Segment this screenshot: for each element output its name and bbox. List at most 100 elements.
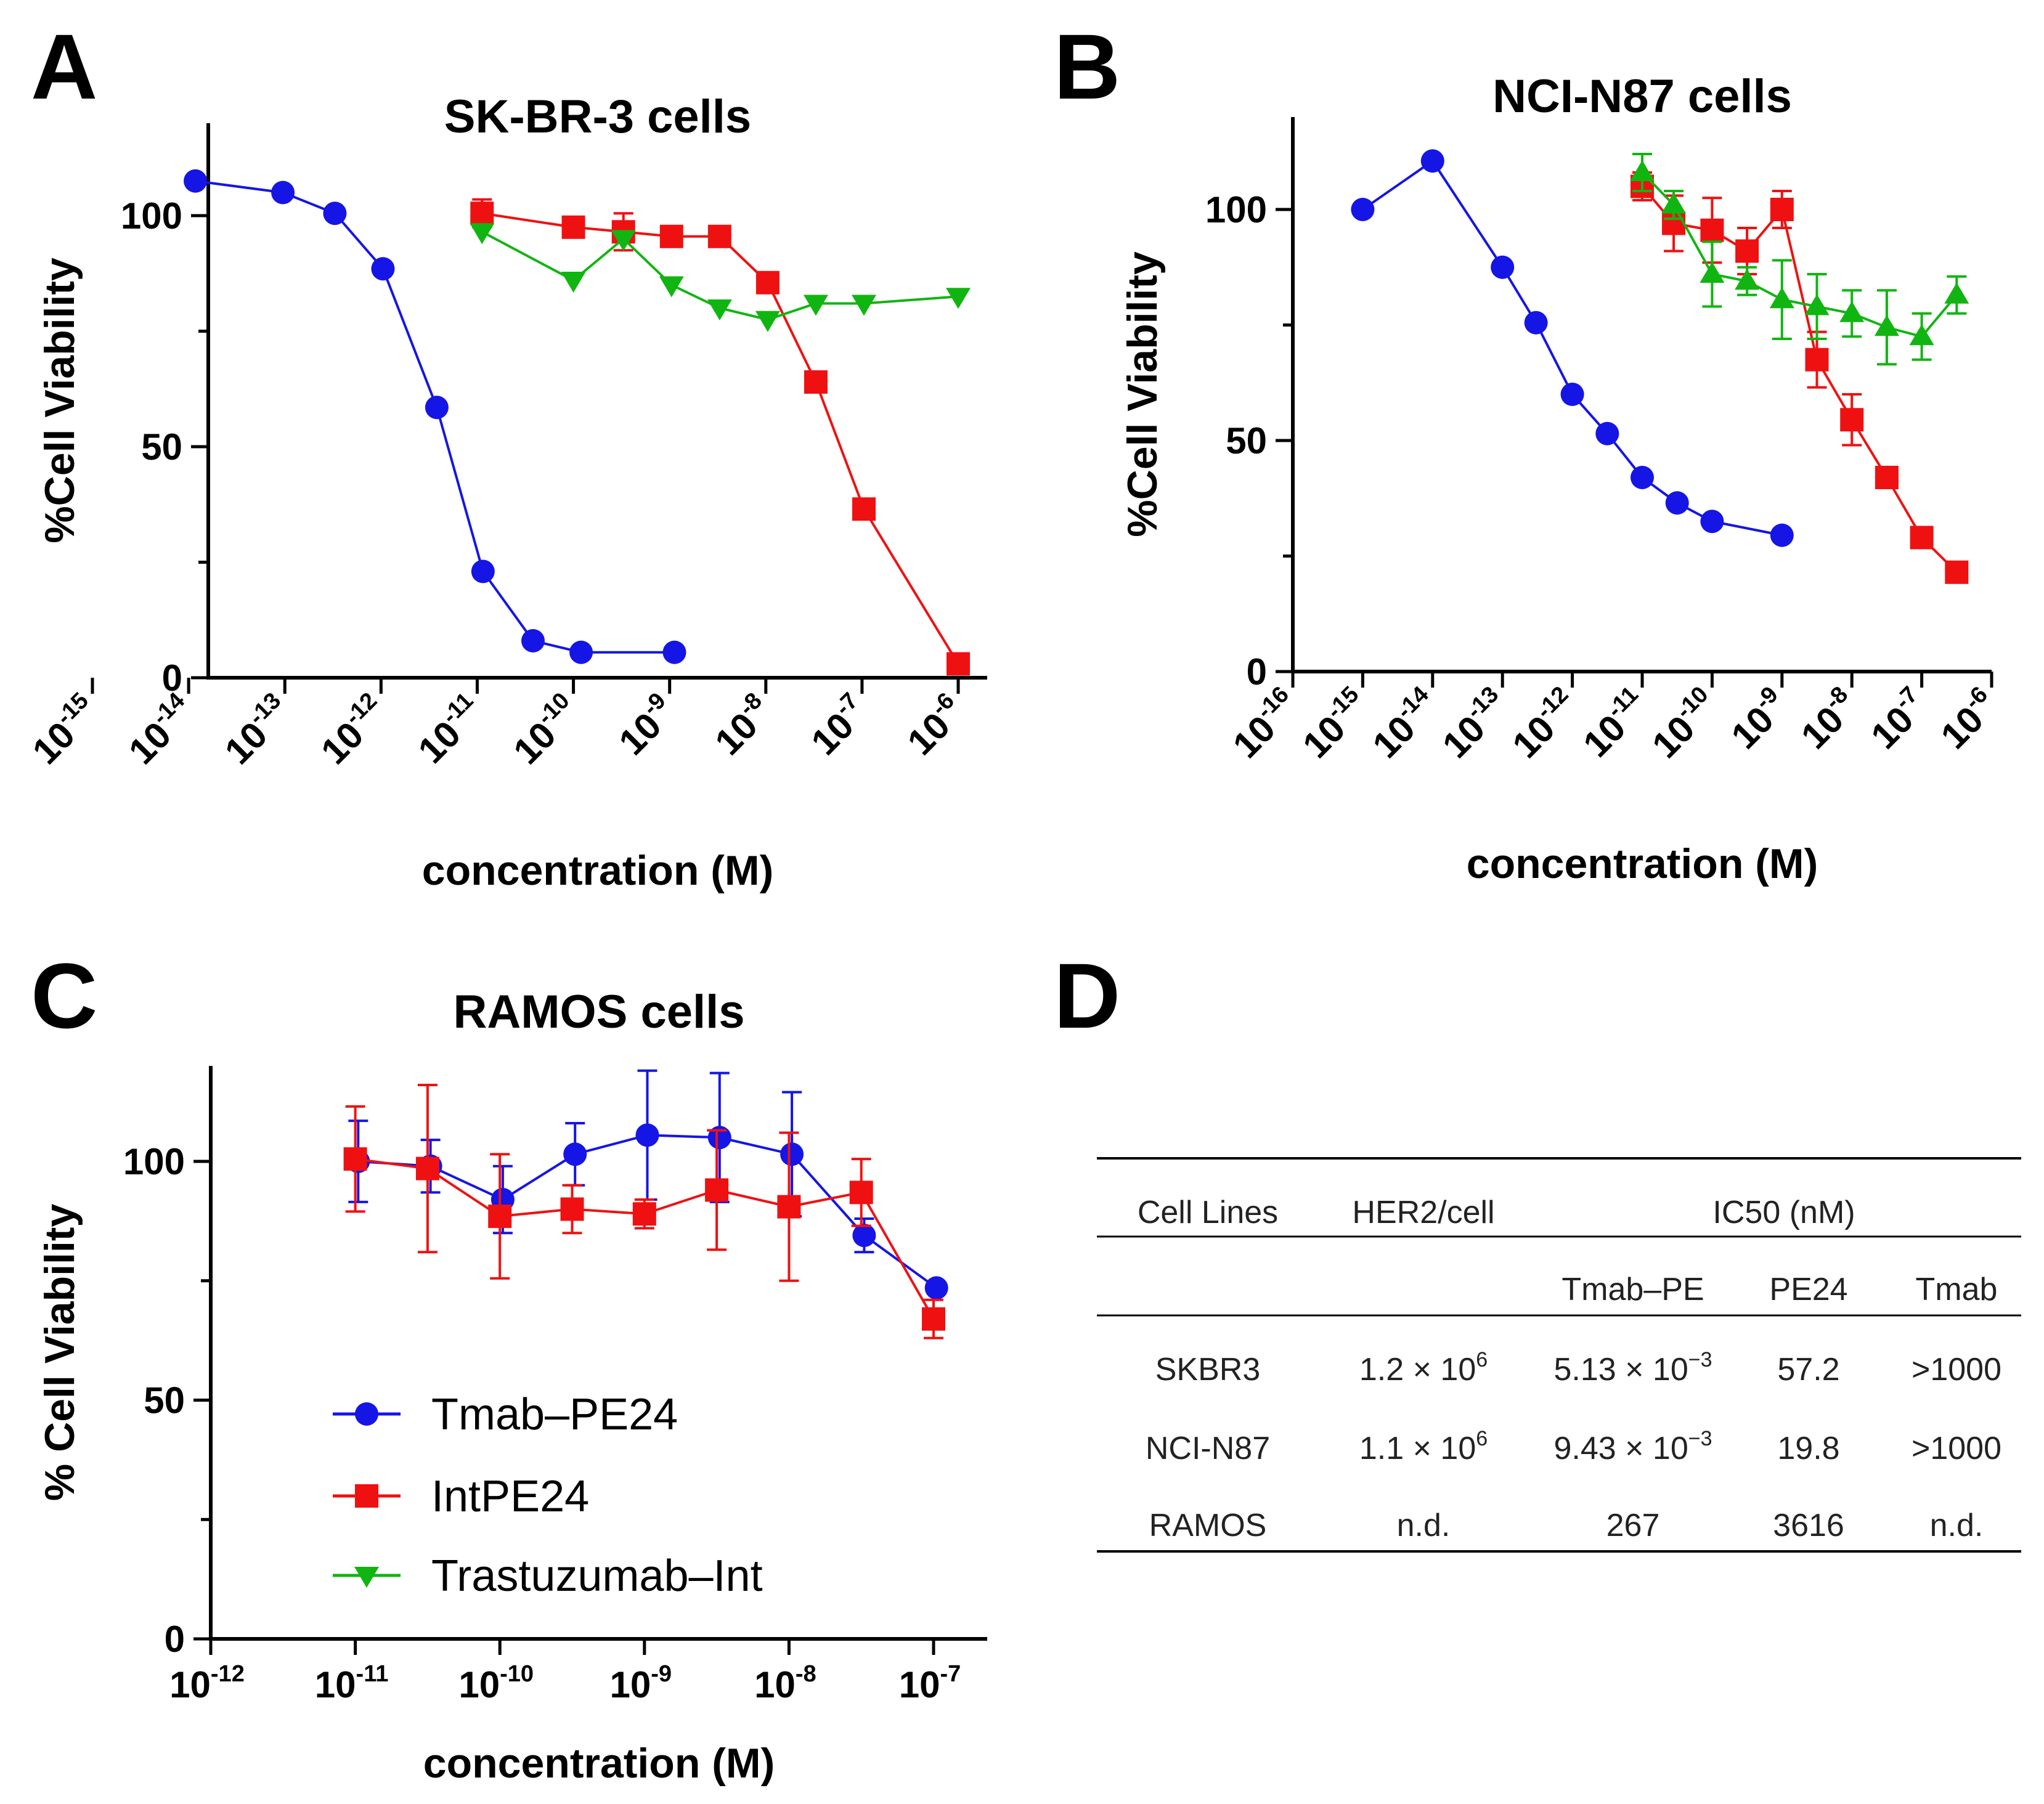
x-tick-label: 10-16 — [1223, 681, 1307, 766]
data-point — [707, 224, 731, 248]
x-tick-label: 10-10 — [503, 688, 588, 772]
y-axis-label: % Cell Viability — [36, 1204, 83, 1501]
data-point — [852, 1224, 876, 1248]
data-point — [707, 1126, 731, 1150]
data-point — [1700, 510, 1724, 534]
data-point — [1770, 523, 1794, 547]
data-point — [804, 370, 828, 394]
x-tick-label: 10-10 — [458, 1661, 534, 1705]
chart-title: RAMOS cells — [453, 986, 744, 1038]
data-point — [560, 1197, 584, 1221]
data-point — [635, 1123, 659, 1147]
data-point — [659, 276, 684, 298]
data-point — [561, 215, 585, 239]
x-tick-label: 10-9 — [610, 1661, 672, 1705]
y-tick-label: 50 — [141, 426, 182, 468]
chart-panel-b: NCI-N87 cells05010010-1610-1510-1410-131… — [1119, 70, 1993, 887]
data-point — [488, 1205, 512, 1229]
x-tick-label: 10-8 — [1791, 681, 1866, 757]
table-row: RAMOS n.d. 267 3616 n.d. — [1149, 1508, 1984, 1543]
table-row: SKBR3 1.2 × 106 5.13 × 10−3 57.2 >1000 — [1155, 1348, 2001, 1388]
series-line — [1641, 171, 1958, 338]
data-point — [1630, 160, 1655, 181]
series-line — [355, 1158, 935, 1320]
series-tmab-pe24 — [1351, 149, 1794, 547]
legend-marker — [355, 1484, 378, 1508]
table-cell-tmab-pe: 267 — [1606, 1508, 1660, 1543]
data-point — [1875, 466, 1899, 489]
x-tick-label: 10-15 — [22, 688, 107, 772]
series-intpe24 — [470, 198, 970, 676]
table-row: NCI-N87 1.1 × 106 9.43 × 10−3 19.8 >1000 — [1146, 1427, 2001, 1466]
table-cell-pe24: 19.8 — [1777, 1431, 1839, 1466]
table-header-tmab-pe: Tmab–PE — [1562, 1272, 1704, 1307]
series-intpe24 — [343, 1084, 945, 1339]
ic50-table: Cell Lines HER2/cell IC50 (nM) Tmab–PE P… — [1097, 1157, 2021, 1553]
table-header-her2: HER2/cell — [1352, 1195, 1494, 1230]
y-tick-label: 100 — [1205, 189, 1267, 230]
panel-letter-a: A — [31, 15, 97, 118]
series-intpe24 — [1631, 171, 1969, 584]
table-header-cell-lines: Cell Lines — [1138, 1195, 1278, 1230]
y-tick-label: 0 — [162, 657, 182, 699]
table-cell-line: RAMOS — [1149, 1508, 1267, 1543]
data-point — [1700, 262, 1725, 283]
x-tick-label: 10-12 — [1502, 681, 1587, 766]
x-axis-label: concentration (M) — [423, 1740, 775, 1787]
table-cell-tmab: >1000 — [1912, 1431, 2001, 1466]
table-cell-her2: 1.2 × 106 — [1359, 1348, 1488, 1388]
data-point — [1595, 421, 1619, 445]
table-header-pe24: PE24 — [1769, 1272, 1847, 1307]
data-point — [1351, 198, 1375, 221]
table-cell-tmab: n.d. — [1930, 1508, 1984, 1543]
x-tick-label: 10-7 — [1861, 681, 1936, 757]
data-point — [946, 288, 971, 309]
legend: Tmab–PE24 IntPE24 Trastuzumab–Int — [333, 1390, 763, 1601]
table-cell-her2: n.d. — [1397, 1508, 1451, 1543]
data-point — [611, 230, 636, 251]
y-tick-label: 0 — [165, 1619, 185, 1660]
x-tick-label: 10-13 — [1432, 681, 1517, 766]
data-point — [632, 1202, 656, 1226]
series-line — [481, 212, 959, 665]
data-point — [705, 1178, 729, 1202]
data-point — [1944, 282, 1969, 304]
data-point — [569, 640, 593, 664]
x-tick-label: 10-14 — [118, 688, 203, 772]
table-cell-pe24: 3616 — [1773, 1508, 1844, 1543]
series-trastuzumab-int — [470, 223, 971, 332]
data-point — [415, 1156, 439, 1180]
data-point — [1804, 294, 1830, 315]
series-line — [1362, 159, 1783, 537]
x-tick-label: 10-7 — [801, 688, 876, 763]
data-point — [1769, 287, 1794, 309]
data-point — [1910, 526, 1934, 550]
x-tick-label: 10-13 — [214, 688, 299, 772]
data-point — [1770, 198, 1794, 221]
x-tick-label: 10-9 — [1721, 681, 1796, 757]
data-point — [471, 559, 495, 583]
data-point — [777, 1195, 801, 1219]
chart-title: SK-BR-3 cells — [444, 91, 751, 143]
x-tick-label: 10-12 — [311, 688, 396, 772]
x-tick-label: 10-14 — [1362, 681, 1447, 766]
y-tick-label: 0 — [1247, 651, 1267, 693]
data-point — [425, 396, 449, 420]
data-point — [521, 629, 545, 652]
legend-item: Trastuzumab–Int — [333, 1551, 763, 1601]
data-point — [1560, 383, 1584, 406]
legend-label: Tmab–PE24 — [431, 1390, 678, 1439]
series-line — [1641, 185, 1958, 574]
data-point — [755, 270, 780, 295]
legend-marker — [355, 1402, 378, 1426]
y-axis-label: %Cell Viability — [1119, 251, 1166, 537]
data-point — [1420, 149, 1444, 173]
data-point — [852, 497, 876, 521]
data-point — [1665, 491, 1689, 515]
y-tick-label: 100 — [121, 195, 182, 237]
x-tick-label: 10-10 — [1642, 681, 1727, 766]
data-point — [1524, 311, 1548, 335]
panel-letter-b: B — [1054, 15, 1120, 118]
table-cell-line: NCI-N87 — [1146, 1431, 1270, 1466]
